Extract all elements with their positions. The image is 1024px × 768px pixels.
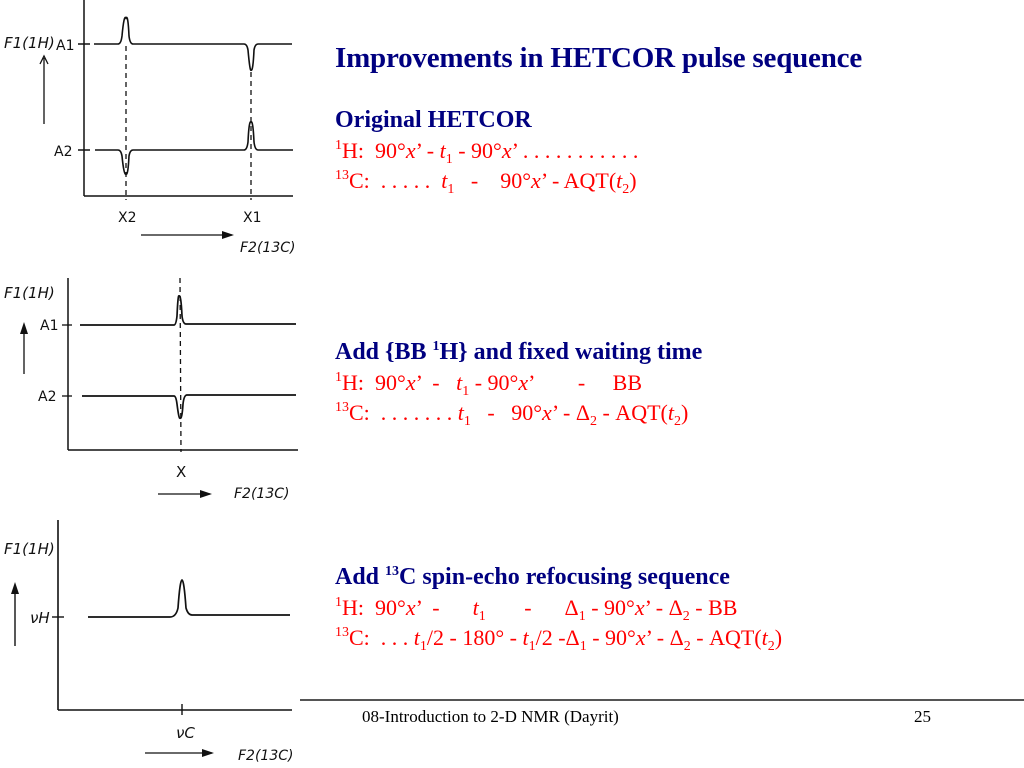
nucleus-mass: 13 <box>335 400 349 415</box>
page-number: 25 <box>914 707 931 726</box>
footer-rule <box>300 699 1024 701</box>
nucleus-label: H: <box>342 138 364 163</box>
nucleus-label: H: <box>342 370 364 395</box>
x-axis-label: F2(13C) <box>238 748 293 764</box>
section-heading: Original HETCOR <box>335 107 532 133</box>
proton-pulse-sequence: 1H: 90°x’ - t1 - 90°x’ - BB <box>335 370 642 399</box>
y-axis-label: F1(1H) <box>4 284 55 302</box>
y-axis-label: F1(1H) <box>4 34 55 52</box>
section-bb-decoupling: Add {BB 1H} and fixed waiting time 1H: 9… <box>335 336 703 429</box>
section-original-hetcor: Original HETCOR 1H: 90°x’ - t1 - 90°x’ .… <box>335 104 639 197</box>
slide-title: Improvements in HETCOR pulse sequence <box>335 42 862 74</box>
nucleus-label: C: <box>349 625 370 650</box>
y-tick-label: A1 <box>40 318 58 334</box>
spin-echo-refocused-2d-spectrum-figure: F1(1H) νH νC F2(13C) <box>0 510 320 768</box>
nucleus-mass: 1 <box>335 138 342 153</box>
x-axis-label: F2(13C) <box>234 486 289 502</box>
carbon-pulse-sequence: 13C: . . . . . t1 - 90°x’ - AQT(t2) <box>335 168 637 197</box>
footer-text: 08-Introduction to 2-D NMR (Dayrit) <box>362 707 619 726</box>
proton-pulse-sequence: 1H: 90°x’ - t1 - 90°x’ . . . . . . . . .… <box>335 138 639 167</box>
nucleus-label: H: <box>342 595 364 620</box>
nucleus-label: C: <box>349 400 370 425</box>
y-axis-label: F1(1H) <box>4 540 55 558</box>
y-tick-label: A1 <box>56 38 74 54</box>
section-heading: Add {BB 1H} and fixed waiting time <box>335 339 703 365</box>
y-tick-label: νH <box>30 609 50 627</box>
section-spin-echo: Add 13C spin-echo refocusing sequence 1H… <box>335 561 783 654</box>
nucleus-label: C: <box>349 168 370 193</box>
nucleus-mass: 1 <box>335 595 342 610</box>
nucleus-mass: 13 <box>335 625 349 640</box>
carbon-pulse-sequence: 13C: . . . t1/2 - 180° - t1/2 -Δ1 - 90°x… <box>335 625 783 654</box>
y-tick-label: A2 <box>54 144 72 160</box>
y-tick-label: A2 <box>38 389 56 405</box>
x-axis-label: F2(13C) <box>240 240 295 256</box>
bb-decoupled-2d-spectrum-figure: F1(1H) A1 A2 X F2(13C) <box>0 260 310 510</box>
x-tick-label: νC <box>176 724 195 742</box>
nucleus-mass: 1 <box>335 370 342 385</box>
nucleus-mass: 13 <box>335 168 349 183</box>
x-tick-label: X2 <box>118 210 137 226</box>
x-tick-label: X <box>176 463 186 481</box>
section-heading: Add 13C spin-echo refocusing sequence <box>335 564 730 590</box>
x-tick-label: X1 <box>243 210 262 226</box>
carbon-pulse-sequence: 13C: . . . . . . . t1 - 90°x’ - Δ2 - AQT… <box>335 400 689 429</box>
proton-pulse-sequence: 1H: 90°x’ - t1 - Δ1 - 90°x’ - Δ2 - BB <box>335 595 738 624</box>
hetcor-original-2d-spectrum-figure: F1(1H) A1 A2 X2 X1 F2(13C) <box>0 0 310 260</box>
